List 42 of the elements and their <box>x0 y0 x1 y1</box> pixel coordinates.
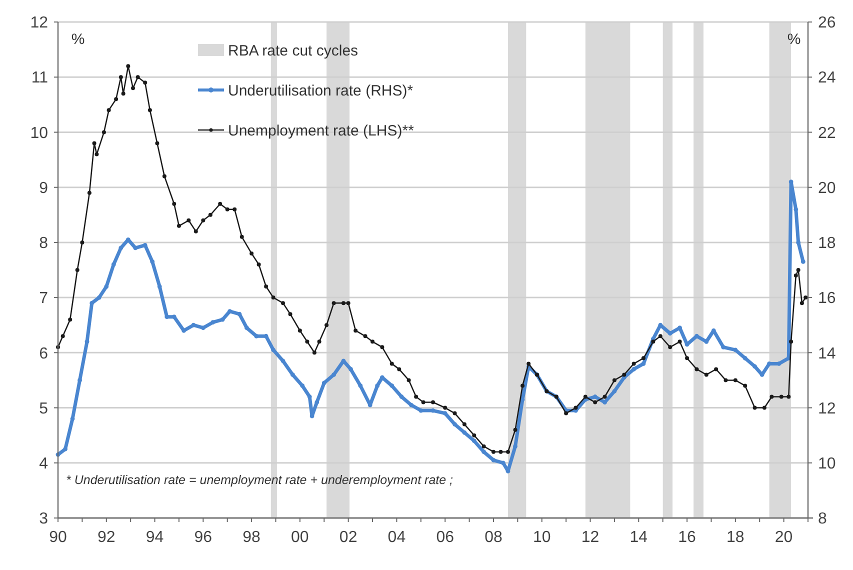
x-tick-label: 18 <box>726 529 744 546</box>
y2-tick-label: 16 <box>818 290 836 308</box>
y2-tick-label: 22 <box>818 124 836 142</box>
x-tick-label: 12 <box>581 529 600 546</box>
y2-tick-label: 10 <box>818 455 836 472</box>
x-tick-label: 00 <box>291 529 309 546</box>
y2-tick-label: 18 <box>818 235 836 252</box>
y-tick-label: 10 <box>30 124 48 142</box>
band-label: RBA rate cut cycles <box>228 42 358 60</box>
y-tick-label: 8 <box>39 235 48 252</box>
y-axis-title: % <box>71 31 85 48</box>
y2-tick-label: 24 <box>818 70 836 87</box>
legend-label: Unemployment rate (LHS)** <box>228 122 414 140</box>
y2-tick-label: 14 <box>818 345 836 362</box>
x-tick-label: 92 <box>97 529 116 546</box>
x-tick-label: 96 <box>194 529 212 546</box>
y2-tick-label: 20 <box>818 180 836 197</box>
y-tick-label: 6 <box>39 345 48 362</box>
y-tick-label: 5 <box>39 400 48 418</box>
annotation: * Underutilisation rate = unemployment rate + underemployment rate ; <box>66 473 454 487</box>
y-tick-label: 4 <box>39 455 48 472</box>
x-tick-label: 98 <box>242 529 261 546</box>
x-tick-label: 14 <box>630 529 648 546</box>
x-tick-label: 08 <box>484 529 502 546</box>
y2-axis-title: % <box>787 31 801 48</box>
y-tick-label: 12 <box>30 14 48 32</box>
x-tick-label: 20 <box>774 529 793 546</box>
x-tick-label: 16 <box>678 529 696 546</box>
y-tick-label: 3 <box>39 510 48 528</box>
y-tick-label: 7 <box>39 290 48 308</box>
x-tick-label: 94 <box>146 529 164 546</box>
y-tick-label: 9 <box>39 180 48 197</box>
y2-tick-label: 26 <box>818 14 836 32</box>
legend-label: Underutilisation rate (RHS)* <box>228 82 414 100</box>
x-tick-label: 90 <box>49 529 67 546</box>
y2-tick-label: 12 <box>818 400 836 418</box>
x-tick-label: 06 <box>436 529 454 546</box>
x-tick-label: 02 <box>339 529 358 546</box>
x-tick-label: 04 <box>388 529 406 546</box>
y2-tick-label: 8 <box>818 510 827 528</box>
x-tick-label: 10 <box>532 529 551 546</box>
y-tick-label: 11 <box>31 70 48 87</box>
